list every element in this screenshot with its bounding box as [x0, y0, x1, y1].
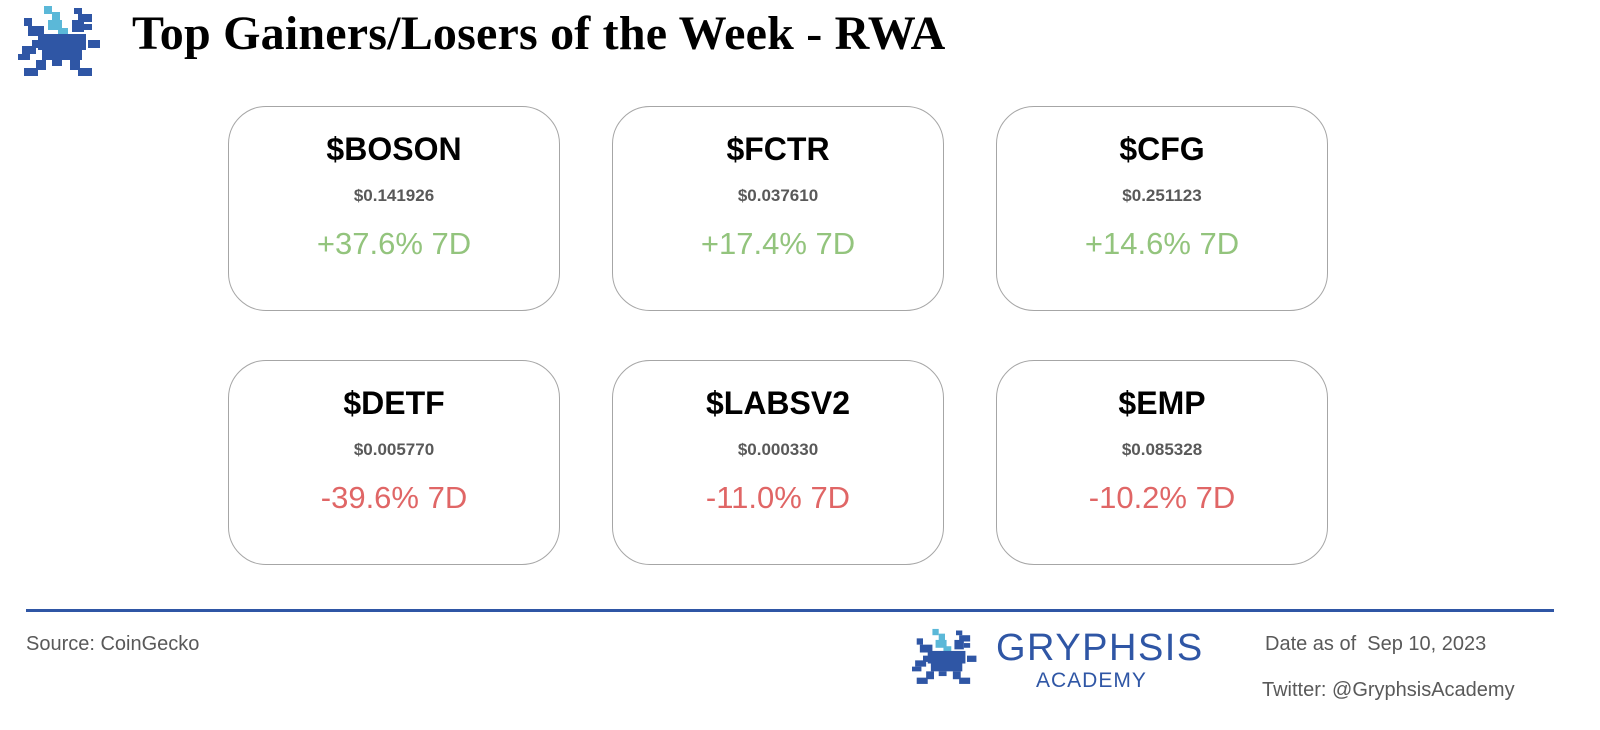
source-label: Source: CoinGecko: [26, 633, 200, 655]
price-label: $0.037610: [737, 186, 819, 205]
page-title: Top Gainers/Losers of the Week - RWA: [132, 7, 946, 60]
loser-card-detf: $DETF $0.005770 -39.6% 7D: [228, 360, 560, 565]
change-label: +37.6% 7D: [316, 226, 472, 261]
ticker-label: $FCTR: [726, 131, 830, 167]
date-label: Date as of Sep 10, 2023: [1265, 633, 1487, 655]
loser-card-labsv2: $LABSV2 $0.000330 -11.0% 7D: [612, 360, 944, 565]
change-label: +14.6% 7D: [1084, 226, 1240, 261]
change-label: +17.4% 7D: [700, 226, 856, 261]
change-label: -11.0% 7D: [705, 480, 851, 515]
ticker-label: $DETF: [343, 385, 445, 421]
twitter-handle: Twitter: @GryphsisAcademy: [1262, 679, 1515, 701]
gryphsis-logo-icon: [912, 628, 978, 688]
ticker-label: $BOSON: [326, 131, 462, 167]
price-label: $0.085328: [1121, 440, 1203, 459]
price-label: $0.000330: [737, 440, 819, 459]
gainer-card-cfg: $CFG $0.251123 +14.6% 7D: [996, 106, 1328, 311]
ticker-label: $LABSV2: [705, 385, 851, 421]
brand-subtitle: ACADEMY: [1036, 669, 1147, 692]
ticker-label: $EMP: [1118, 385, 1206, 421]
ticker-label: $CFG: [1119, 131, 1205, 167]
price-label: $0.005770: [353, 440, 435, 459]
loser-card-emp: $EMP $0.085328 -10.2% 7D: [996, 360, 1328, 565]
griffin-logo-icon: [18, 6, 102, 80]
gainer-card-boson: $BOSON $0.141926 +37.6% 7D: [228, 106, 560, 311]
brand-name: GRYPHSIS: [996, 627, 1204, 669]
change-label: -39.6% 7D: [320, 480, 468, 515]
gainer-card-fctr: $FCTR $0.037610 +17.4% 7D: [612, 106, 944, 311]
change-label: -10.2% 7D: [1088, 480, 1236, 515]
price-label: $0.141926: [353, 186, 435, 205]
price-label: $0.251123: [1122, 186, 1202, 205]
footer-divider: [26, 609, 1554, 612]
